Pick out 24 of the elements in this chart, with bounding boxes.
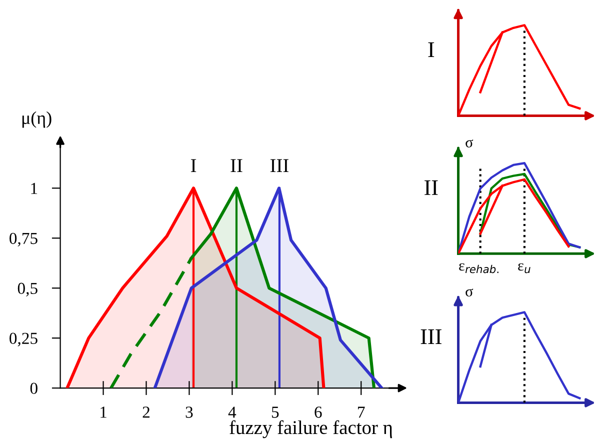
y-axis-title: μ(η) xyxy=(22,111,52,128)
text: I xyxy=(428,42,434,57)
x-tick-label: 3 xyxy=(186,406,193,418)
y-tick-label: 0 xyxy=(30,382,38,394)
x-tick-label: 6 xyxy=(314,406,322,418)
y-tick-label: 1 xyxy=(31,182,38,194)
y-tick-label: 0,25 xyxy=(10,332,38,346)
x-tick-label: 2 xyxy=(142,406,150,418)
x-tick-label: 5 xyxy=(272,406,279,418)
text: ε$_{u}$ xyxy=(518,263,530,274)
x-tick-label: 7 xyxy=(358,406,365,418)
ref-line-label: II xyxy=(230,159,242,172)
ref-line-label: I xyxy=(190,159,196,172)
y-axis-title: σ xyxy=(466,140,474,148)
x-tick-label: 4 xyxy=(228,406,236,418)
y-tick-label: 0,5 xyxy=(18,282,38,296)
x-axis-title: fuzzy failure factor η xyxy=(230,420,392,438)
y-tick-label: 0,75 xyxy=(10,232,38,246)
text: ε$_{rehab.}$ xyxy=(459,263,498,274)
y-axis-title: σ xyxy=(466,288,474,297)
text: II xyxy=(424,180,438,195)
text: III xyxy=(420,329,442,344)
ref-line-label: III xyxy=(270,159,288,172)
x-tick-label: 1 xyxy=(100,406,106,418)
